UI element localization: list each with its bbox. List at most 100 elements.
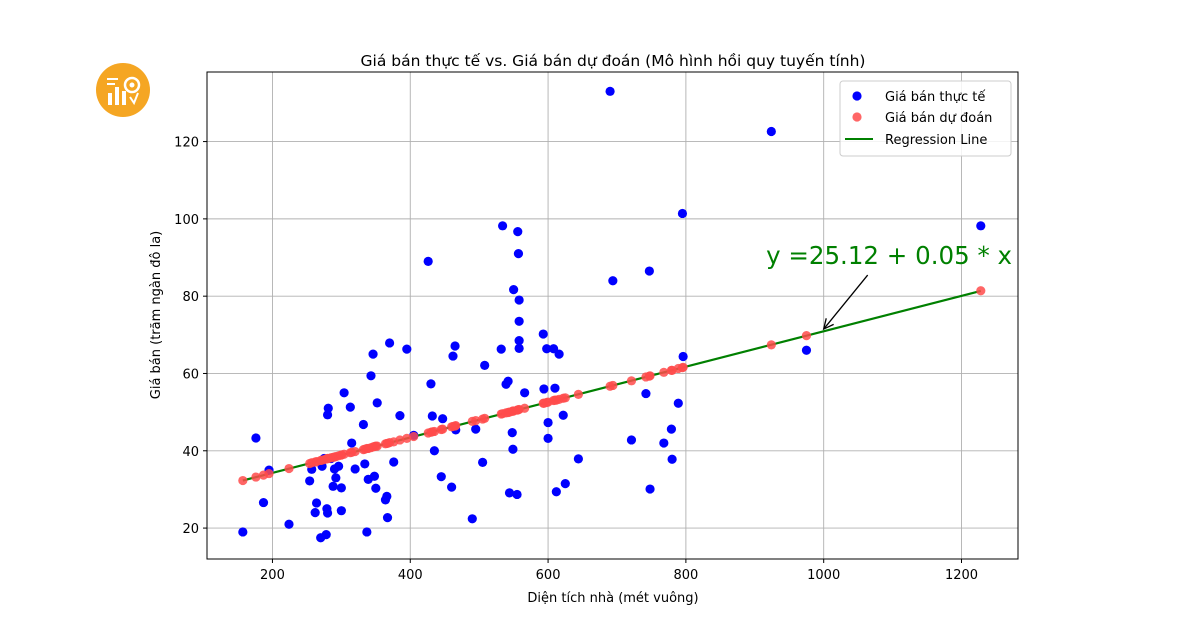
actual-point xyxy=(323,403,333,413)
actual-point xyxy=(331,473,341,483)
actual-point xyxy=(371,483,381,493)
actual-point xyxy=(538,329,548,339)
actual-point xyxy=(438,414,448,424)
actual-point xyxy=(554,349,564,359)
actual-point xyxy=(550,383,560,393)
actual-point xyxy=(322,508,333,518)
legend: Giá bán thực tế Giá bán dự đoán Regressi… xyxy=(839,80,1012,157)
actual-point xyxy=(496,344,506,354)
actual-point xyxy=(645,484,655,494)
actual-point xyxy=(509,285,519,295)
actual-point xyxy=(608,276,618,286)
actual-point xyxy=(497,221,508,231)
actual-point xyxy=(426,379,436,389)
actual-point xyxy=(543,433,553,444)
actual-point xyxy=(766,126,776,137)
actual-point xyxy=(284,519,294,529)
plot-frame xyxy=(206,71,1019,560)
actual-point xyxy=(513,227,523,237)
actual-point xyxy=(345,402,355,412)
y-axis-ticks: 20 40 60 80 100 120 xyxy=(174,136,207,537)
chart-title: Giá bán thực tế vs. Giá bán dự đoán (Mô … xyxy=(361,52,866,70)
actual-point xyxy=(334,461,344,471)
actual-point xyxy=(626,435,637,445)
actual-point xyxy=(382,491,392,501)
actual-point xyxy=(311,498,322,508)
predicted-point xyxy=(608,380,618,391)
x-tick-label: 400 xyxy=(398,568,423,583)
actual-point xyxy=(467,514,477,524)
predicted-point xyxy=(284,463,294,474)
actual-point xyxy=(520,388,530,398)
legend-actual-label: Giá bán thực tế xyxy=(885,90,985,105)
actual-point xyxy=(372,398,382,408)
predicted-point xyxy=(402,433,412,444)
actual-point xyxy=(368,349,378,359)
x-tick-label: 800 xyxy=(673,568,698,583)
predicted-point xyxy=(645,371,655,381)
actual-point xyxy=(514,343,524,353)
legend-regression-label: Regression Line xyxy=(885,133,987,148)
predicted-point xyxy=(251,472,261,482)
actual-point xyxy=(336,483,346,493)
predicted-point xyxy=(238,475,248,486)
x-tick-label: 1000 xyxy=(807,568,840,583)
equation-label: y =25.12 + 0.05 * x xyxy=(766,241,1012,270)
actual-point xyxy=(513,249,524,259)
actual-point xyxy=(328,481,338,491)
actual-point xyxy=(362,527,372,537)
y-tick-label: 60 xyxy=(182,367,199,382)
actual-point xyxy=(321,530,331,540)
actual-point xyxy=(339,388,349,398)
actual-point xyxy=(450,341,460,351)
actual-point xyxy=(336,506,346,516)
x-tick-label: 600 xyxy=(536,568,561,583)
actual-point xyxy=(258,497,269,508)
actual-point xyxy=(395,411,405,421)
actual-point xyxy=(677,208,688,219)
x-tick-label: 200 xyxy=(260,568,285,583)
legend-actual-marker xyxy=(852,91,862,101)
actual-point xyxy=(478,457,488,467)
y-tick-label: 40 xyxy=(182,445,199,460)
predicted-point xyxy=(560,393,570,403)
actual-point xyxy=(447,482,457,492)
x-tick-label: 1200 xyxy=(945,568,978,583)
actual-point xyxy=(358,419,369,430)
actual-point xyxy=(667,454,677,464)
actual-point xyxy=(573,454,583,464)
actual-point xyxy=(560,479,570,489)
predicted-point xyxy=(395,435,405,445)
actual-point xyxy=(389,457,399,467)
actual-point xyxy=(423,256,433,266)
actual-point xyxy=(507,428,517,438)
predicted-point xyxy=(659,367,669,377)
actual-point xyxy=(659,438,669,448)
actual-points-layer xyxy=(238,86,986,543)
predicted-point xyxy=(350,446,360,457)
actual-point xyxy=(504,488,515,498)
actual-point xyxy=(448,351,458,361)
actual-point xyxy=(427,411,437,421)
actual-point xyxy=(542,344,552,354)
predicted-point xyxy=(438,424,448,434)
analytics-badge-icon xyxy=(96,63,150,117)
actual-point xyxy=(305,476,315,486)
actual-point xyxy=(310,508,320,518)
legend-predicted-marker xyxy=(852,112,862,122)
actual-point xyxy=(514,336,524,346)
actual-point xyxy=(558,410,568,420)
predicted-point xyxy=(573,389,583,399)
predicted-point xyxy=(626,376,637,386)
actual-point xyxy=(543,417,553,428)
actual-point xyxy=(366,371,376,381)
y-tick-label: 80 xyxy=(182,290,199,305)
actual-point xyxy=(238,527,248,537)
actual-point xyxy=(514,316,524,326)
predicted-point xyxy=(678,362,688,372)
predicted-point xyxy=(372,441,382,451)
predicted-point xyxy=(766,340,776,350)
actual-point xyxy=(429,446,439,456)
predicted-point xyxy=(429,426,439,437)
